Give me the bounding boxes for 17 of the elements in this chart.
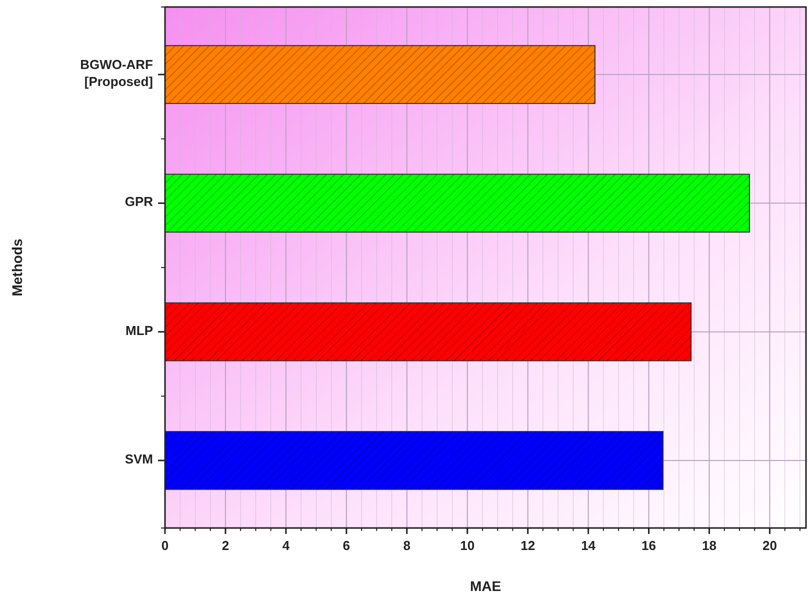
x-tick-label: 8	[403, 538, 411, 553]
x-tick-label: 20	[762, 538, 777, 553]
x-tick-label: 2	[222, 538, 230, 553]
x-tick-label: 16	[642, 538, 656, 553]
y-tick-label: GPR	[124, 194, 154, 210]
x-tick-label: 4	[282, 538, 290, 553]
y-tick-label: SVM	[124, 452, 153, 467]
x-tick-label: 12	[520, 538, 536, 553]
x-axis-title: MAE	[470, 578, 502, 594]
x-tick-label: 10	[460, 538, 475, 553]
y-tick-label: BGWO-ARF [Proposed]	[80, 57, 154, 90]
x-tick-label: 14	[581, 538, 596, 553]
x-tick-label: 6	[342, 538, 350, 553]
y-axis-title: Methods	[9, 238, 25, 296]
y-tick-label: MLP	[126, 323, 154, 338]
x-tick-label: 18	[702, 538, 716, 553]
x-tick-label: 0	[161, 538, 169, 553]
